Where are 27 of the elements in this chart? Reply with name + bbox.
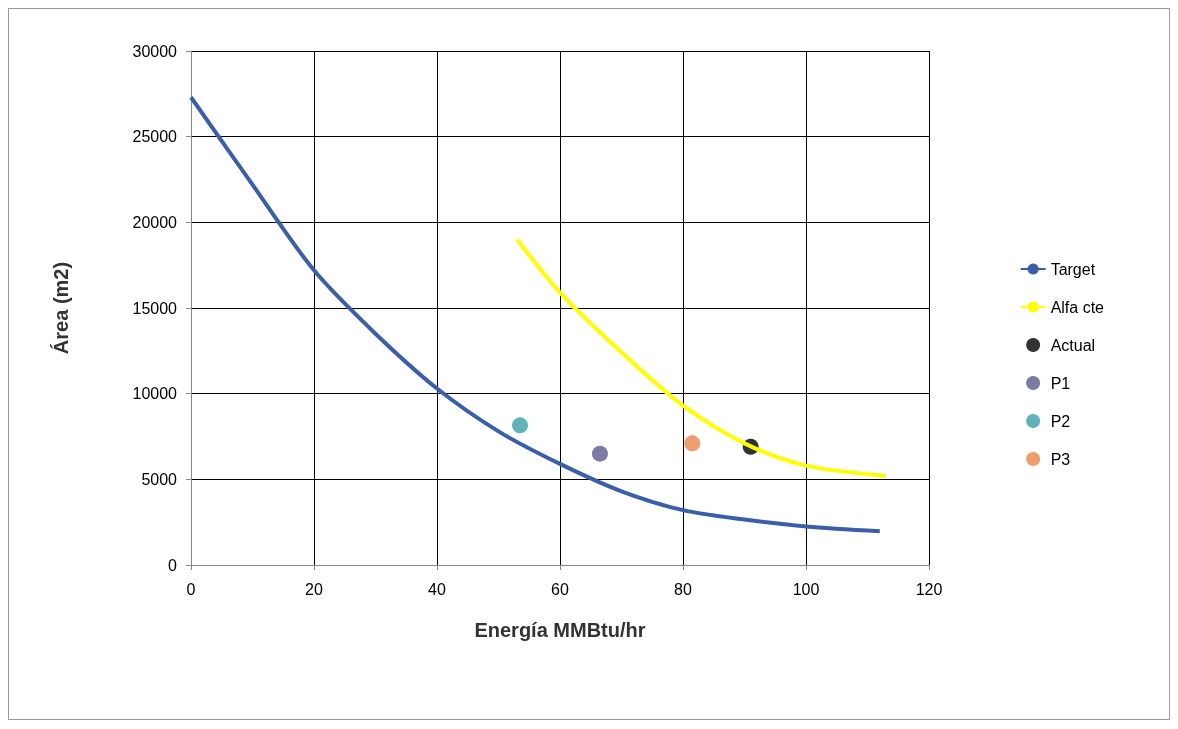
legend-label: P2 xyxy=(1050,412,1071,430)
x-tick-label: 0 xyxy=(186,580,196,598)
x-tick-label: 20 xyxy=(305,580,323,598)
point xyxy=(591,445,608,462)
point xyxy=(684,435,701,452)
y-tick-label: 20000 xyxy=(132,213,178,231)
legend-label: Alfa cte xyxy=(1050,298,1105,316)
x-tick-label: 80 xyxy=(674,580,692,598)
line-series xyxy=(514,237,888,478)
y-axis-title: Área (m2) xyxy=(50,261,72,355)
y-tick-label: 0 xyxy=(168,556,178,574)
y-tick-label: 30000 xyxy=(132,42,178,60)
y-tick-label: 15000 xyxy=(132,299,178,317)
y-tick-label: 5000 xyxy=(141,470,178,488)
legend-label: Actual xyxy=(1050,336,1096,354)
legend-label: P1 xyxy=(1050,374,1071,392)
x-axis-title: Energía MMBtu/hr xyxy=(474,619,646,641)
x-tick-label: 60 xyxy=(551,580,569,598)
x-tick-label: 120 xyxy=(915,580,943,598)
legend-label: Target xyxy=(1050,260,1096,278)
y-tick-label: 25000 xyxy=(132,128,178,146)
x-tick-label: 100 xyxy=(792,580,820,598)
y-tick-label: 10000 xyxy=(132,385,178,403)
point xyxy=(512,417,529,434)
x-tick-label: 40 xyxy=(428,580,446,598)
line-series xyxy=(189,95,882,534)
legend-label: P3 xyxy=(1050,450,1071,468)
